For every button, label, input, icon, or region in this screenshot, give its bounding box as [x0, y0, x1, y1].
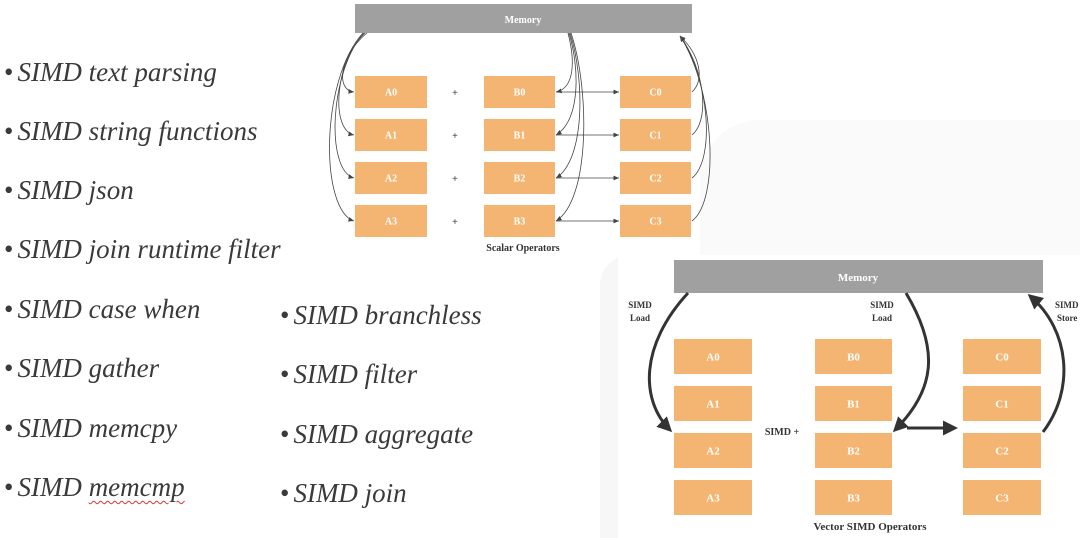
scalar-caption: Scalar Operators: [486, 243, 560, 254]
vector-box-a2-label: A2: [706, 445, 720, 457]
scalar-box-a2: [355, 162, 427, 194]
vector-box-a2: [674, 433, 752, 468]
scalar-box-a3-label: A3: [385, 217, 397, 228]
scalar-box-a3: [355, 205, 427, 237]
scalar-box-b2-label: B2: [514, 174, 526, 185]
bullet-item: • SIMD aggregate: [280, 419, 474, 449]
spellcheck-word: memcmp: [88, 472, 185, 502]
vector-box-c0: [963, 339, 1041, 374]
vector-box-a1: [674, 386, 752, 421]
scalar-box-c0-label: C0: [649, 88, 661, 99]
bullet-item: • SIMD branchless: [280, 300, 482, 330]
vector-box-b3-label: B3: [847, 492, 860, 504]
bullet-item: • SIMD string functions: [4, 116, 258, 146]
scalar-box-c1-label: C1: [649, 131, 661, 142]
scalar-box-c2-label: C2: [649, 174, 661, 185]
bullet-item: • SIMD memcmp: [4, 472, 185, 502]
scalar-memory-label: Memory: [505, 15, 542, 26]
vector-box-c1-label: C1: [995, 398, 1008, 410]
scalar-box-b3-label: B3: [514, 217, 526, 228]
vector-box-c1: [963, 386, 1041, 421]
scalar-box-b0-label: B0: [514, 88, 526, 99]
vector-box-c2: [963, 433, 1041, 468]
scalar-box-c0: [620, 76, 691, 108]
vector-box-c3: [963, 480, 1041, 515]
bullet-item: • SIMD filter: [280, 359, 418, 389]
bullet-item: • SIMD json: [4, 175, 134, 205]
vector-memory-label: Memory: [838, 272, 879, 284]
scalar-box-a1: [355, 119, 427, 151]
vector-box-a0: [674, 339, 752, 374]
scalar-box-a1-label: A1: [385, 131, 397, 142]
vector-box-b0: [815, 339, 892, 374]
scalar-box-c2: [620, 162, 691, 194]
simd-load-label-1: SIMD Load: [628, 300, 652, 323]
vector-box-b3: [815, 480, 892, 515]
scalar-box-c3-label: C3: [649, 217, 661, 228]
vector-caption: Vector SIMD Operators: [813, 521, 927, 533]
simd-plus-label: SIMD +: [765, 427, 800, 438]
scalar-memory-bar: [355, 4, 692, 33]
vector-box-c0-label: C0: [995, 351, 1009, 363]
vector-box-a3-label: A3: [706, 492, 720, 504]
vector-box-a0-label: A0: [706, 351, 720, 363]
vector-box-b2: [815, 433, 892, 468]
vector-box-b1-label: B1: [847, 398, 860, 410]
simd-load-label-2: SIMD Load: [870, 300, 894, 323]
scalar-box-b3: [484, 205, 555, 237]
vector-diagram: Memory SIMD Load SIMD Load SIMD Store SIMD …: [628, 260, 1079, 533]
scalar-box-b2: [484, 162, 555, 194]
scalar-box-a0-label: A0: [385, 88, 397, 99]
vector-box-b1: [815, 386, 892, 421]
vector-box-b0-label: B0: [847, 351, 860, 363]
bullet-item: • SIMD case when: [4, 294, 201, 324]
scalar-box-c3: [620, 205, 691, 237]
scalar-box-a0: [355, 76, 427, 108]
scalar-plus: +: [452, 174, 458, 185]
vector-box-b2-label: B2: [847, 445, 860, 457]
bullet-item: • SIMD join: [280, 478, 407, 508]
vector-box-a1-label: A1: [706, 398, 719, 410]
scalar-box-b1-label: B1: [514, 131, 526, 142]
background-shape: [700, 120, 1080, 255]
vector-box-c3-label: C3: [995, 492, 1009, 504]
scalar-plus: +: [452, 88, 458, 99]
vector-box-c2-label: C2: [995, 445, 1009, 457]
scalar-plus: +: [452, 217, 458, 228]
bullet-item: • SIMD text parsing: [4, 57, 217, 87]
scalar-plus: +: [452, 131, 458, 142]
scalar-box-b0: [484, 76, 555, 108]
vector-box-a3: [674, 480, 752, 515]
scalar-box-c1: [620, 119, 691, 151]
bullet-item: • SIMD join runtime filter: [4, 234, 281, 264]
vector-memory-bar: [674, 260, 1043, 293]
simd-store-label: SIMD Store: [1055, 300, 1079, 323]
scalar-diagram: Memory A0 B0 C0 + A1 B1 C1 + A2 B2 C2 + A3 B3 C3 + Scal…: [329, 4, 711, 254]
bullet-item: • SIMD memcpy: [4, 413, 178, 443]
scalar-box-a2-label: A2: [385, 174, 397, 185]
bullet-item: • SIMD gather: [4, 353, 160, 383]
scalar-box-b1: [484, 119, 555, 151]
